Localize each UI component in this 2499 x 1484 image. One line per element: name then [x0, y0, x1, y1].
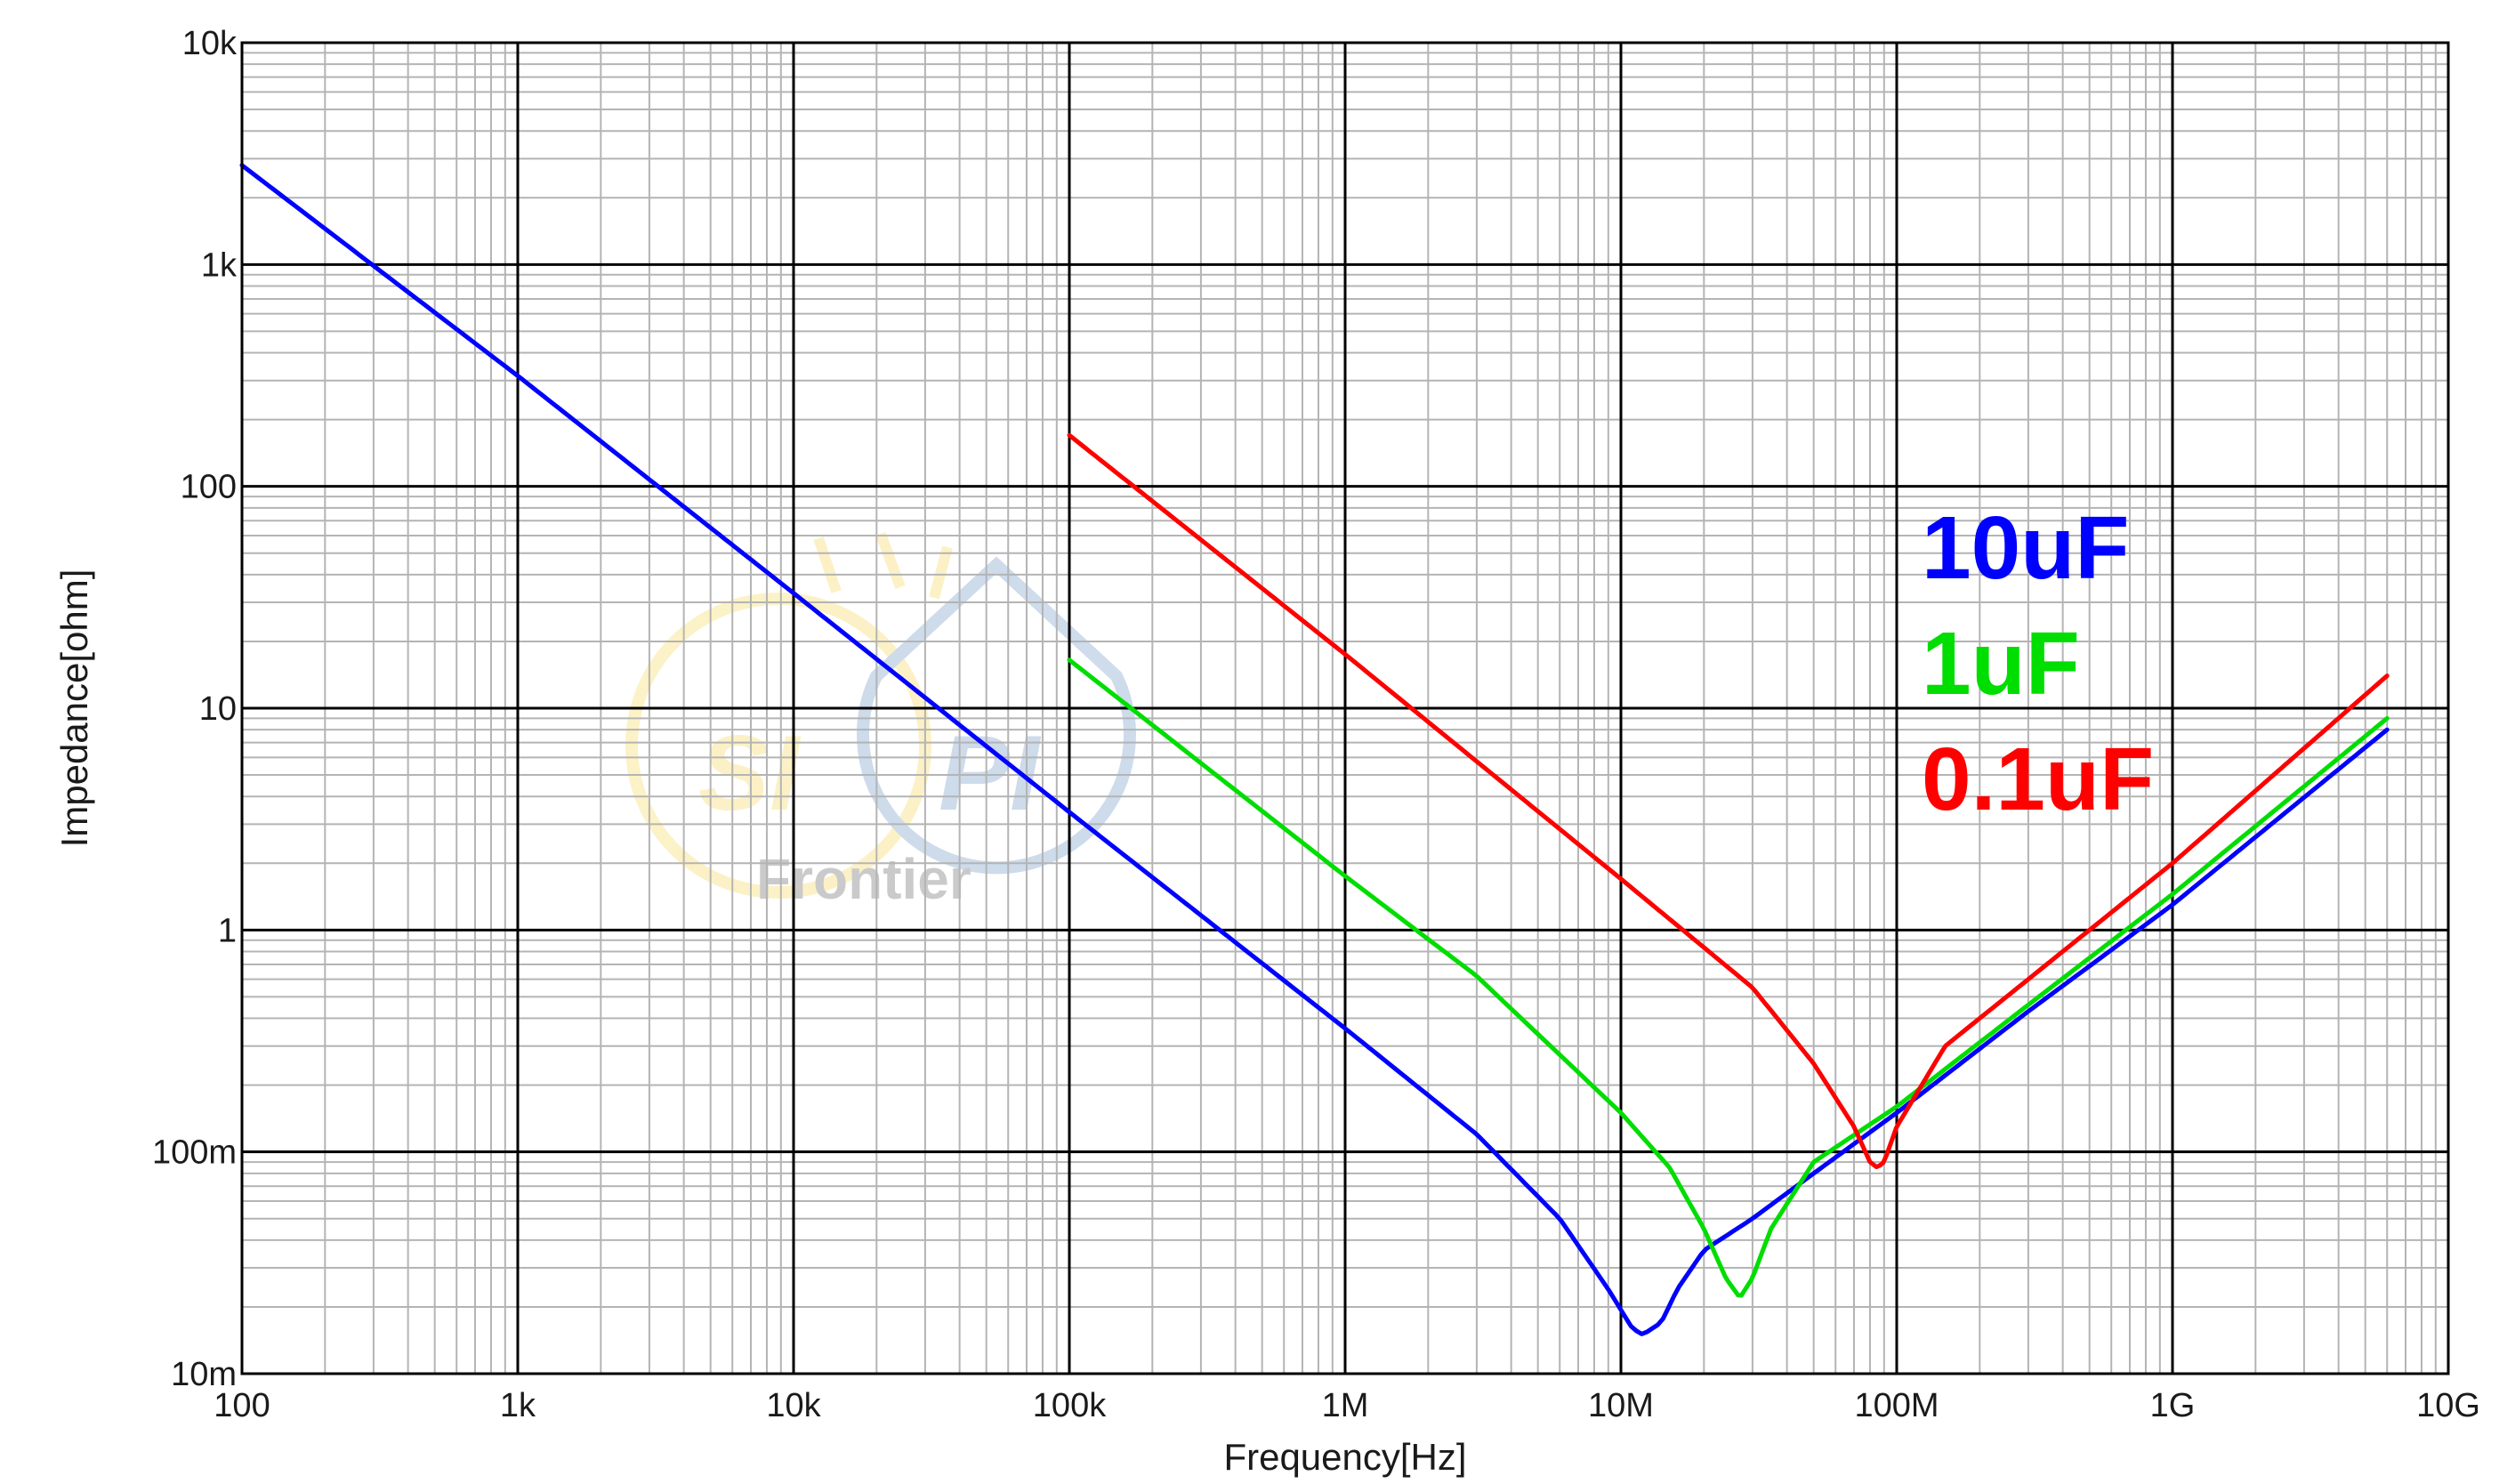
x-tick-label: 1k — [500, 1387, 536, 1424]
watermark-ray — [875, 531, 906, 590]
series-line-1uF — [1067, 657, 2390, 1298]
plot-frame — [240, 41, 2450, 1375]
x-tick-label: 100 — [214, 1387, 270, 1424]
y-tick-label: 10 — [199, 690, 237, 728]
watermark-right-text: PI — [939, 714, 1042, 833]
watermark-ray — [929, 545, 953, 600]
y-axis-label: Impedance[ohm] — [53, 569, 95, 848]
x-axis-label: Frequency[Hz] — [1223, 1436, 1466, 1478]
x-tick-label: 1G — [2150, 1387, 2196, 1424]
legend-entry-1uF: 1uF — [1922, 614, 2080, 714]
series-line-0.1uF — [1067, 432, 2390, 1170]
legend-entry-10uF: 10uF — [1922, 498, 2129, 598]
series-line-10uF — [239, 163, 2390, 1336]
y-tick-label: 100 — [181, 469, 237, 506]
y-tick-labels: 10m 100m 1 10 100 1k 10k — [152, 25, 238, 1393]
watermark-bottom-text: Frontier — [756, 847, 971, 911]
y-tick-label: 10m — [171, 1356, 237, 1393]
watermark-ray — [813, 536, 842, 593]
x-tick-label: 1M — [1322, 1387, 1369, 1424]
watermark-logo: SI PI Frontier — [625, 531, 1136, 911]
y-tick-label: 1 — [218, 912, 237, 949]
x-tick-label: 100M — [1854, 1387, 1939, 1424]
watermark-drop-icon — [857, 556, 1136, 875]
x-tick-labels: 100 1k 10k 100k 1M 10M 100M 1G 10G — [214, 1387, 2480, 1424]
grid — [240, 41, 2450, 1375]
y-tick-label: 10k — [182, 25, 238, 62]
legend: 10uF 1uF 0.1uF — [1922, 498, 2154, 829]
x-tick-label: 10G — [2416, 1387, 2480, 1424]
x-tick-label: 10k — [766, 1387, 821, 1424]
x-tick-label: 100k — [1033, 1387, 1107, 1424]
y-tick-label: 1k — [201, 246, 238, 284]
y-tick-label: 100m — [152, 1134, 237, 1172]
legend-entry-0.1uF: 0.1uF — [1922, 730, 2154, 829]
series-group — [239, 163, 2390, 1336]
x-tick-label: 10M — [1588, 1387, 1654, 1424]
